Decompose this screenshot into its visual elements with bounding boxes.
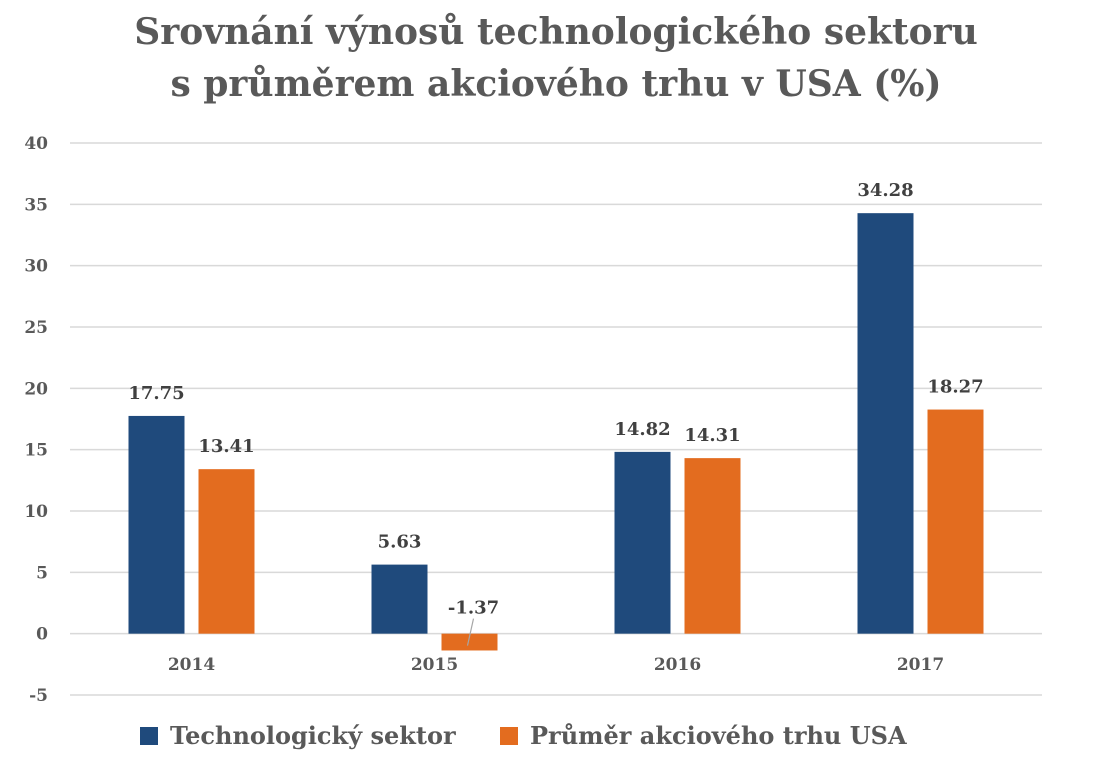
y-tick-label: 35 [24, 195, 48, 215]
data-label: 13.41 [198, 436, 254, 457]
data-label-leader [466, 618, 475, 646]
bar-series-2-2017 [927, 409, 984, 634]
bar-series-1-2014 [128, 415, 185, 634]
data-label: 17.75 [128, 383, 184, 404]
legend-swatch [500, 727, 518, 745]
legend: Technologický sektor Průměr akciového trh… [140, 721, 907, 750]
data-label: 34.28 [857, 180, 913, 201]
y-tick-label: 20 [24, 379, 48, 399]
y-tick-label: 15 [24, 441, 48, 461]
bar-series-2-2014 [198, 469, 255, 634]
data-label: 18.27 [927, 377, 983, 398]
bar-series-2-2015 [441, 633, 498, 651]
y-tick-label: 25 [24, 318, 48, 338]
data-labels: 17.75 5.63 14.82 34.28 13.41 -1.37 14.31 18.27 [128, 180, 984, 646]
y-axis-tick-labels: 40 35 30 25 20 15 10 5 0 -5 [24, 134, 48, 706]
data-label: 14.31 [684, 425, 740, 446]
bar-series-1-2017 [857, 213, 914, 634]
bar-series-1-2016 [614, 451, 671, 634]
bars [128, 213, 984, 651]
data-label: 5.63 [378, 532, 422, 553]
x-tick-label: 2015 [411, 655, 458, 675]
bar-series-1-2015 [371, 564, 428, 634]
y-tick-label: 0 [36, 625, 48, 645]
x-tick-label: 2017 [897, 655, 944, 675]
y-tick-label: -5 [29, 686, 48, 706]
y-tick-label: 40 [24, 134, 48, 154]
x-axis-tick-labels: 2014 2015 2016 2017 [168, 655, 944, 675]
bar-series-2-2016 [684, 458, 741, 634]
chart-title: Srovnání výnosů technologického sektoru … [0, 6, 1112, 110]
y-tick-label: 5 [36, 563, 48, 583]
legend-swatch [140, 727, 158, 745]
y-tick-label: 10 [24, 502, 48, 522]
data-label: 14.82 [614, 419, 670, 440]
legend-label: Průměr akciového trhu USA [530, 721, 907, 750]
legend-label: Technologický sektor [170, 721, 456, 750]
x-tick-label: 2016 [654, 655, 701, 675]
chart-title-line-2: s průměrem akciového trhu v USA (%) [170, 63, 942, 105]
y-tick-label: 30 [24, 257, 48, 277]
chart-title-line-1: Srovnání výnosů technologického sektoru [134, 11, 978, 53]
data-label: -1.37 [448, 598, 499, 619]
x-tick-label: 2014 [168, 655, 215, 675]
